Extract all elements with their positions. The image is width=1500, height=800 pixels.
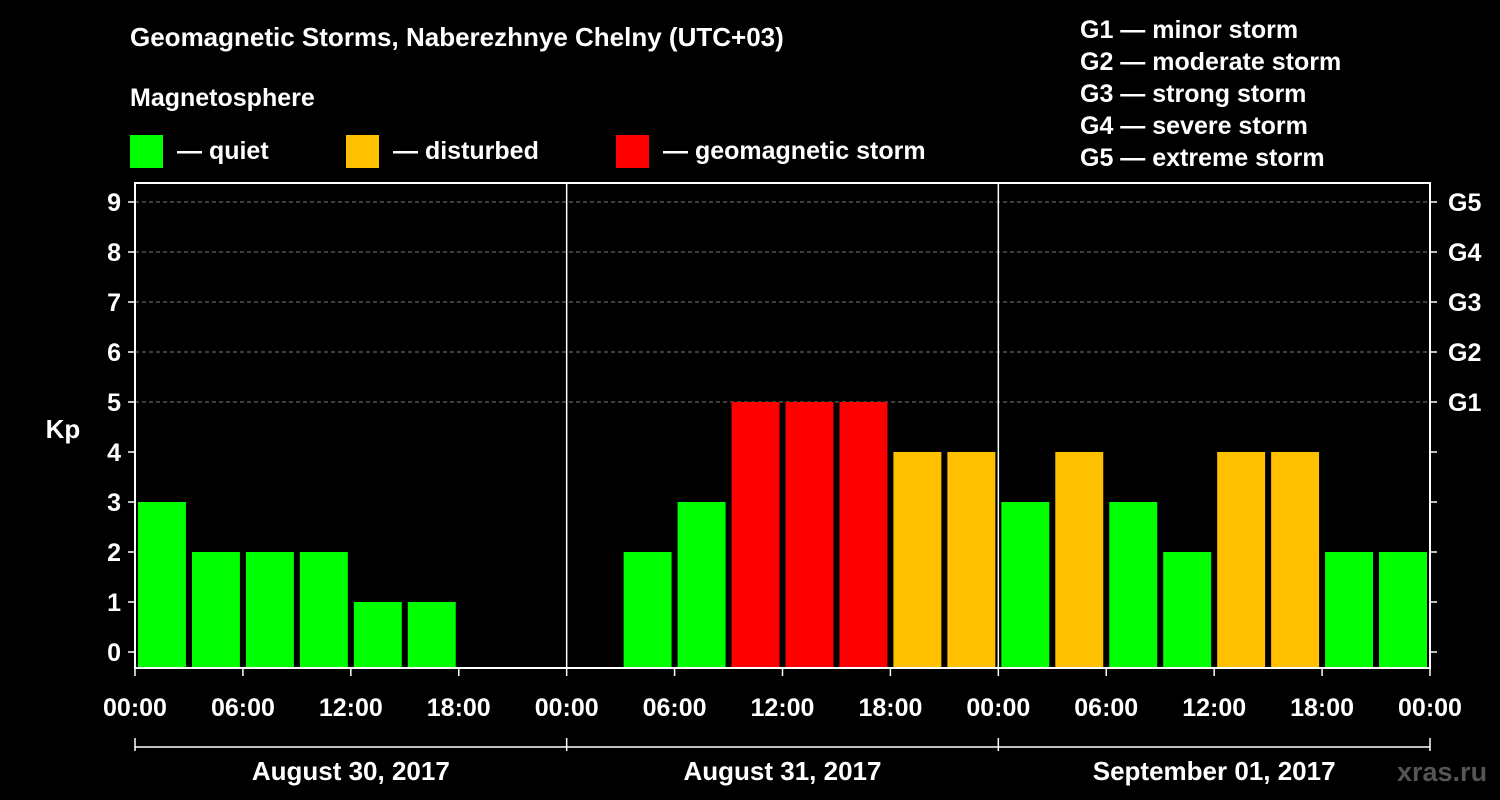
kp-bar (947, 452, 996, 668)
kp-bar (623, 552, 672, 668)
g-scale-tick-label: G2 (1448, 339, 1481, 367)
kp-bar (731, 402, 780, 668)
x-tick-label: 00:00 (966, 694, 1030, 722)
kp-bar (1055, 452, 1104, 668)
kp-bar (785, 402, 834, 668)
g-scale-tick-label: G1 (1448, 389, 1481, 417)
g-scale-tick-label: G4 (1448, 239, 1481, 267)
legend-item-storm: — geomagnetic storm (616, 134, 926, 168)
y-tick-label: 7 (107, 289, 121, 317)
x-tick-label: 18:00 (858, 694, 922, 722)
x-tick-label: 18:00 (427, 694, 491, 722)
chart-title: Geomagnetic Storms, Naberezhnye Chelny (… (130, 22, 784, 52)
g-scale-tick-label: G5 (1448, 189, 1481, 217)
kp-bar (1163, 552, 1212, 668)
g-scale-item-g1: G1 — minor storm (1080, 16, 1299, 44)
y-axis-label: Kp (46, 414, 81, 444)
x-tick-label: 18:00 (1290, 694, 1354, 722)
kp-bar (1001, 502, 1050, 668)
g-scale-item-g4: G4 — severe storm (1080, 112, 1308, 140)
legend-item-disturbed: — disturbed (346, 134, 539, 168)
kp-bar (1325, 552, 1374, 668)
g-scale-item-g5: G5 — extreme storm (1080, 144, 1325, 172)
kp-bar (839, 402, 888, 668)
kp-bar (1271, 452, 1320, 668)
kp-bar (245, 552, 294, 668)
day-label: September 01, 2017 (1093, 756, 1336, 786)
legend-label-disturbed: — disturbed (393, 136, 539, 165)
x-tick-label: 00:00 (103, 694, 167, 722)
day-label: August 30, 2017 (252, 756, 450, 786)
g-scale-tick-label: G3 (1448, 289, 1481, 317)
x-tick-label: 12:00 (751, 694, 815, 722)
legend-item-quiet: — quiet (130, 134, 269, 168)
y-tick-label: 8 (107, 239, 121, 267)
day-label: August 31, 2017 (684, 756, 882, 786)
legend-swatch-quiet (130, 134, 163, 168)
y-tick-label: 2 (107, 539, 121, 567)
x-tick-label: 12:00 (319, 694, 383, 722)
kp-bar (299, 552, 348, 668)
g-scale-item-g2: G2 — moderate storm (1080, 48, 1342, 76)
legend-label-quiet: — quiet (177, 136, 269, 165)
kp-bar (407, 602, 456, 668)
x-tick-label: 00:00 (535, 694, 599, 722)
g-scale-item-g3: G3 — strong storm (1080, 80, 1307, 108)
kp-bar (893, 452, 942, 668)
x-tick-label: 06:00 (643, 694, 707, 722)
legend-swatch-storm (616, 134, 649, 168)
kp-bar (1109, 502, 1158, 668)
kp-bar (353, 602, 402, 668)
g-scale-legend: G1 — minor storm G2 — moderate storm G3 … (1080, 14, 1341, 174)
x-tick-label: 06:00 (1074, 694, 1138, 722)
kp-bar (191, 552, 240, 668)
y-tick-label: 1 (107, 589, 121, 617)
y-tick-label: 0 (107, 639, 121, 667)
y-tick-label: 3 (107, 489, 121, 517)
watermark: xras.ru (1397, 757, 1488, 787)
y-tick-label: 9 (107, 189, 121, 217)
kp-bar (138, 502, 186, 668)
x-tick-label: 06:00 (211, 694, 275, 722)
magnetosphere-heading: Magnetosphere (130, 84, 315, 112)
kp-bar (1379, 552, 1427, 668)
y-tick-label: 6 (107, 339, 121, 367)
legend-swatch-disturbed (346, 134, 379, 168)
kp-bar (677, 502, 726, 668)
x-tick-label: 00:00 (1398, 694, 1462, 722)
x-tick-label: 12:00 (1182, 694, 1246, 722)
kp-bar (1217, 452, 1266, 668)
legend-label-storm: — geomagnetic storm (663, 136, 926, 165)
y-tick-label: 5 (107, 389, 121, 417)
y-tick-label: 4 (107, 439, 121, 467)
